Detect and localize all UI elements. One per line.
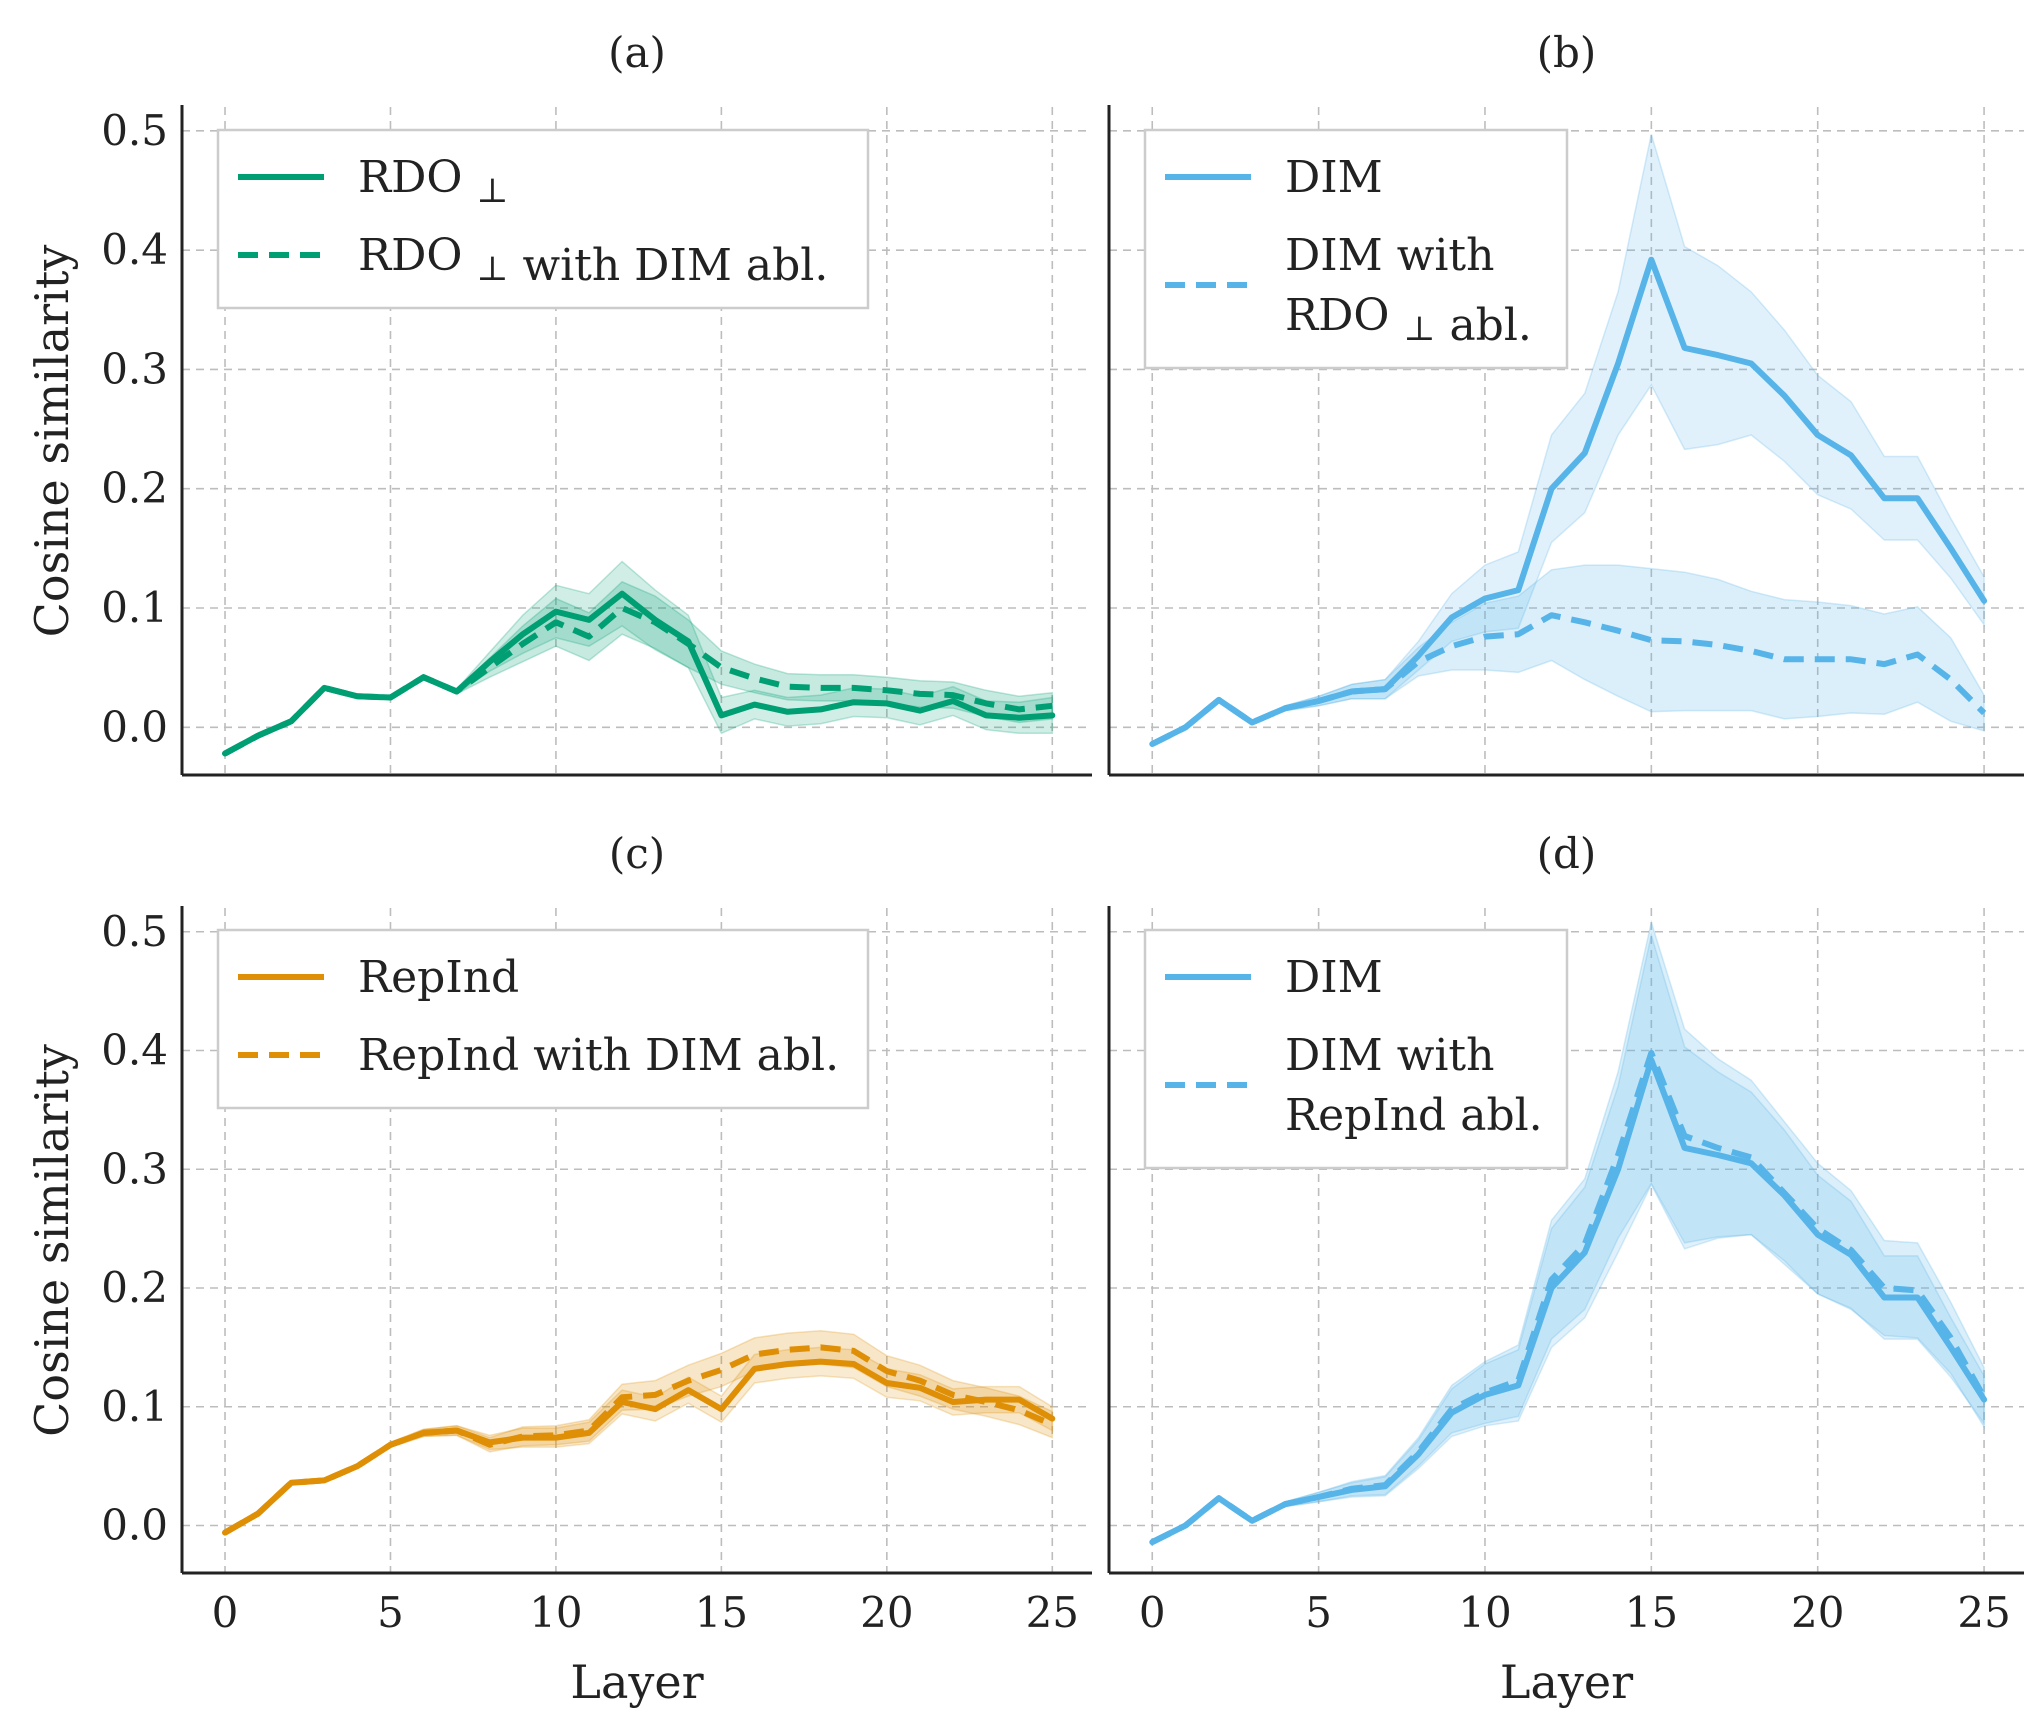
series-band [1151, 564, 1985, 745]
y-axis-label: Cosine similarity [25, 1044, 79, 1437]
panel-d: 0 5 10 15 20 25 (d) Layer DIM DIM with RepInd abl. [1107, 829, 2024, 1709]
panel-title: (c) [609, 829, 665, 878]
legend-label: DIM [1285, 952, 1383, 1003]
y-tick-label: 0.2 [101, 1263, 168, 1312]
x-tick-label: 20 [1791, 1588, 1844, 1637]
y-tick-label: 0.4 [101, 225, 168, 274]
legend: RDO ⊥ RDO ⊥ with DIM abl. [216, 128, 870, 310]
x-tick-label: 20 [860, 1588, 913, 1637]
x-tick-label: 25 [1026, 1588, 1079, 1637]
y-tick-label: 0.0 [101, 702, 168, 751]
legend-label: RDO ⊥ [358, 152, 508, 211]
legend: RepInd RepInd with DIM abl. [216, 928, 870, 1110]
legend-box [1143, 128, 1569, 370]
y-tick-label: 0.2 [101, 464, 168, 513]
panel-title: (d) [1537, 829, 1597, 878]
y-tick-label: 0.5 [101, 106, 168, 155]
legend-label: DIM [1285, 152, 1383, 203]
y-tick-label: 0.5 [101, 907, 168, 956]
x-tick-label: 25 [1957, 1588, 2010, 1637]
y-axis-label: Cosine similarity [25, 245, 79, 638]
y-tick-label: 0.0 [101, 1501, 168, 1550]
panel-a: 0.0 0.1 0.2 0.3 0.4 0.5 (a) Cosine similarity RD… [25, 28, 1092, 777]
x-tick-label: 15 [1625, 1588, 1678, 1637]
y-tick-label: 0.3 [101, 1144, 168, 1193]
legend-box [1143, 928, 1569, 1170]
legend-label: RepInd abl. [1285, 1090, 1543, 1141]
legend-label: RDO ⊥ with DIM abl. [358, 230, 828, 291]
x-axis-label: Layer [570, 1655, 703, 1709]
legend-label: RepInd with DIM abl. [358, 1030, 839, 1081]
series-line-dashed [223, 605, 1053, 757]
x-tick-label: 10 [1458, 1588, 1511, 1637]
legend: DIM DIM with RDO ⊥ abl. [1143, 128, 1569, 370]
panel-b: (b) DIM DIM with RDO ⊥ abl. [1107, 28, 2024, 777]
legend-box [216, 928, 870, 1110]
series-line-dashed [223, 1344, 1054, 1536]
x-tick-label: 0 [212, 1588, 239, 1637]
y-tick-label: 0.1 [101, 1382, 168, 1431]
panel-title: (a) [608, 28, 666, 77]
x-tick-label: 15 [695, 1588, 748, 1637]
y-tick-label: 0.1 [101, 583, 168, 632]
legend: DIM DIM with RepInd abl. [1143, 928, 1569, 1170]
x-tick-label: 5 [377, 1588, 404, 1637]
y-tick-label: 0.4 [101, 1026, 168, 1075]
legend-label: RDO ⊥ abl. [1285, 290, 1532, 351]
x-tick-label: 10 [529, 1588, 582, 1637]
x-axis-label: Layer [1500, 1655, 1633, 1709]
legend-label: DIM with [1285, 230, 1494, 281]
panel-c: 0.0 0.1 0.2 0.3 0.4 0.5 0 5 10 15 20 25 (c) Cosine si… [25, 829, 1092, 1709]
legend-label: DIM with [1285, 1030, 1494, 1081]
panel-title: (b) [1537, 28, 1597, 77]
y-tick-label: 0.3 [101, 344, 168, 393]
x-tick-label: 0 [1139, 1588, 1166, 1637]
legend-box [216, 128, 870, 310]
legend-label: RepInd [358, 952, 519, 1003]
series-band [224, 1330, 1054, 1534]
x-tick-label: 5 [1305, 1588, 1332, 1637]
series-line-dashed [1150, 612, 1987, 747]
series-line-dashed [1150, 1049, 1987, 1545]
